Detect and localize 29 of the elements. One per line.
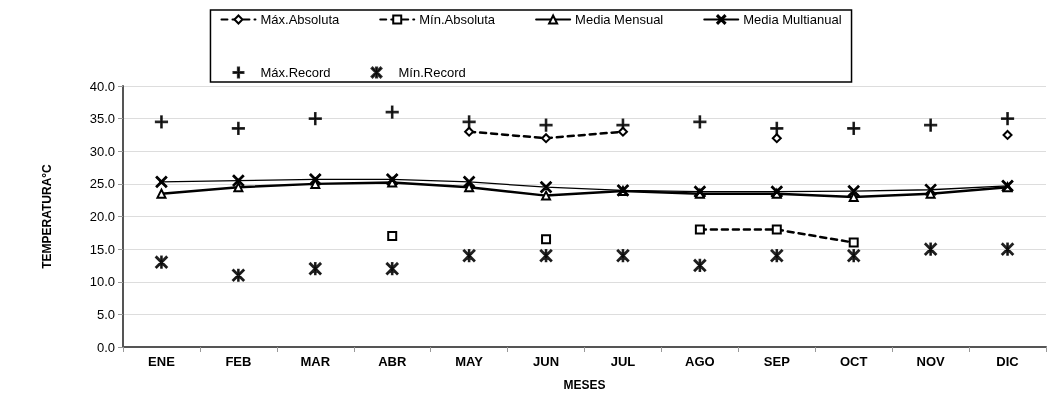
x-tick-label: OCT [839, 354, 868, 369]
legend-label: Mín.Record [398, 65, 466, 80]
x-tick-label: SEP [763, 354, 791, 369]
legend-label: Media Multianual [743, 12, 842, 27]
x-tick-label: JUN [533, 354, 560, 369]
x-tick-label: JUL [610, 354, 636, 369]
x-tick-label: FEB [225, 354, 252, 369]
y-tick-label: 5.0 [96, 306, 115, 322]
x-tick-label: NOV [916, 354, 946, 369]
y-tick-label: 40.0 [89, 78, 115, 94]
y-tick-label: 35.0 [89, 111, 115, 127]
y-axis-title: TEMPERATURA°C [40, 163, 54, 269]
y-tick-label: 10.0 [89, 274, 115, 290]
legend-label: Máx.Absoluta [260, 12, 340, 27]
x-tick-label: DIC [996, 354, 1020, 369]
y-tick-label: 30.0 [89, 143, 115, 159]
x-tick-label: ENE [148, 354, 176, 369]
y-tick-label: 20.0 [89, 209, 115, 224]
y-tick-label: 0.0 [96, 339, 115, 355]
legend-label: Media Mensual [575, 12, 664, 27]
y-tick-label: 25.0 [89, 176, 115, 192]
x-tick-label: AGO [685, 354, 715, 369]
x-axis-title: MESES [563, 378, 606, 392]
x-tick-label: MAR [300, 354, 331, 369]
x-tick-label: ABR [378, 354, 407, 369]
legend-label: Máx.Record [260, 65, 331, 80]
legend-label: Mín.Absoluta [419, 12, 496, 27]
y-tick-label: 15.0 [89, 241, 115, 257]
x-tick-label: MAY [455, 354, 484, 369]
